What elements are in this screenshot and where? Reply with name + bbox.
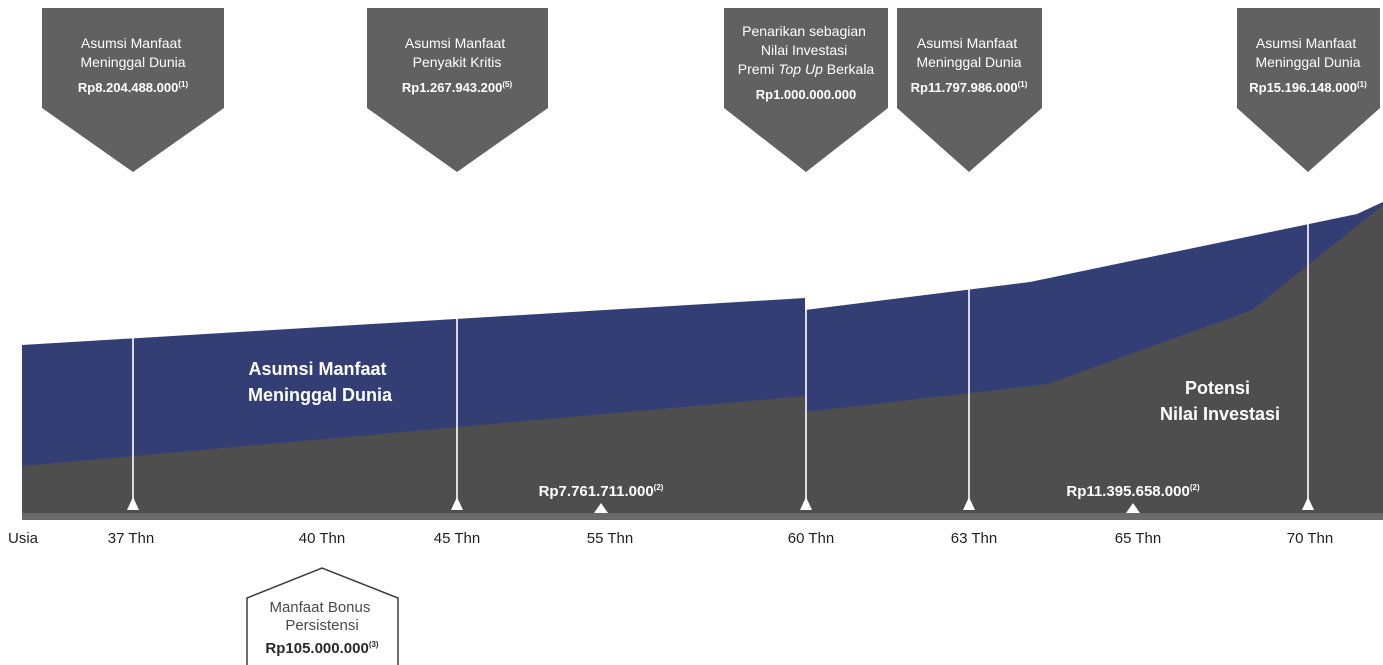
axis-tick: 37 Thn [108, 530, 154, 547]
timeline-axis [22, 513, 1383, 520]
svg-text:Rp1.267.943.200(5): Rp1.267.943.200(5) [402, 80, 513, 95]
axis-tick: 40 Thn [299, 530, 345, 547]
svg-text:Rp1.000.000.000: Rp1.000.000.000 [756, 87, 856, 102]
callout-death-benefit-37: Asumsi Manfaat Meninggal Dunia Rp8.204.4… [42, 8, 224, 510]
investment-value-65: Rp11.395.658.000(2) [1066, 483, 1200, 513]
callout-critical-illness-45: Asumsi Manfaat Penyakit Kritis Rp1.267.9… [367, 8, 548, 510]
axis-tick: 70 Thn [1287, 530, 1333, 547]
callout-withdrawal-60: Penarikan sebagian Nilai Investasi Premi… [724, 8, 888, 510]
axis-tick: 60 Thn [788, 530, 834, 547]
axis-tick: 55 Thn [587, 530, 633, 547]
investment-value-area [22, 205, 1383, 515]
svg-text:Asumsi Manfaat Meninggal: Asumsi Manfaat Meninggal Dunia [80, 35, 185, 70]
svg-text:Rp105.000.000(3): Rp105.000.000(3) [265, 640, 379, 657]
axis-tick: 45 Thn [434, 530, 480, 547]
svg-text:Manfaat Bonus Persistens: Manfaat Bonus Persistensi [269, 599, 374, 634]
svg-text:Asumsi Manfaat Penyakit: Asumsi Manfaat Penyakit Kritis [405, 35, 509, 70]
svg-text:Rp7.761.711.000(2): Rp7.761.711.000(2) [539, 483, 664, 500]
callout-death-benefit-63: Asumsi Manfaat Meninggal Dunia Rp11.797.… [897, 8, 1042, 510]
svg-text:Penarikan sebagian Nilai: Penarikan sebagian Nilai Investasi Premi… [738, 23, 875, 77]
svg-text:Rp8.204.488.000(1): Rp8.204.488.000(1) [78, 80, 189, 95]
svg-text:Rp11.797.986.000(1): Rp11.797.986.000(1) [911, 80, 1028, 95]
svg-text:Asumsi Manfaat Meninggal: Asumsi Manfaat Meninggal Dunia [916, 35, 1021, 70]
investment-value-label: Potensi Nilai Investasi [1160, 378, 1280, 424]
callout-death-benefit-70: Asumsi Manfaat Meninggal Dunia Rp15.196.… [1237, 8, 1380, 510]
svg-text:Rp11.395.658.000(2): Rp11.395.658.000(2) [1066, 483, 1200, 500]
investment-value-55: Rp7.761.711.000(2) [539, 483, 664, 513]
persistency-bonus-box: Manfaat Bonus Persistensi Rp105.000.000(… [246, 567, 399, 665]
death-benefit-band-label: Asumsi Manfaat Meninggal Dunia [248, 359, 393, 405]
axis-label-usia: Usia [8, 530, 39, 547]
svg-text:Rp15.196.148.000(1): Rp15.196.148.000(1) [1249, 80, 1367, 95]
svg-text:Asumsi Manfaat Meninggal: Asumsi Manfaat Meninggal Dunia [1255, 35, 1360, 70]
axis-tick: 65 Thn [1115, 530, 1161, 547]
axis-tick: 63 Thn [951, 530, 997, 547]
